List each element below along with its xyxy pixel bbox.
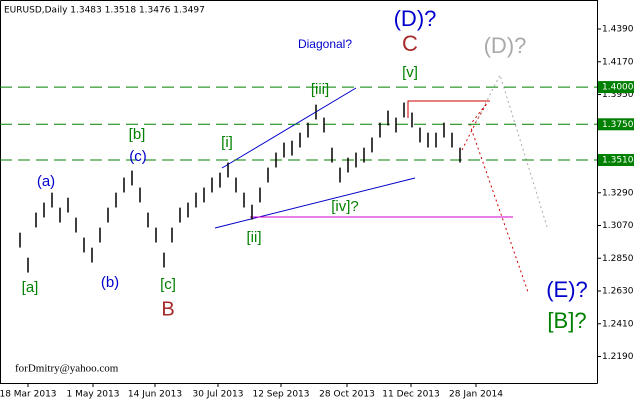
gray-projection: [475, 73, 549, 231]
x-tick-label: 28 Jan 2014: [449, 390, 503, 400]
y-tick-label: 1.2850: [602, 254, 634, 264]
y-tick-label: 1.3070: [602, 221, 634, 231]
x-tick-label: 14 Jun 2013: [128, 390, 182, 400]
wave-label: [i]: [221, 134, 233, 151]
wave-label: (a): [37, 173, 55, 190]
diagonal-upper: [221, 87, 357, 169]
wave-label: (E)?: [546, 277, 588, 302]
wave-label: [c]: [160, 276, 176, 293]
wave-label: (b): [101, 274, 119, 291]
wave-label: [ii]: [247, 229, 262, 246]
x-tick-label: 1 May 2013: [67, 390, 120, 400]
y-tick-label: 1.4390: [602, 25, 634, 35]
level-label-bg: [598, 81, 634, 94]
x-tick-label: 11 Dec 2013: [382, 390, 440, 400]
diagonal-lower: [214, 177, 416, 229]
y-tick-label: 1.3290: [602, 188, 634, 198]
wave-label: (c): [129, 148, 147, 165]
wave-label: Diagonal?: [298, 37, 352, 51]
level-label: 1.3750: [602, 120, 634, 130]
x-tick-label: 30 Jul 2013: [193, 390, 244, 400]
red-projection: [461, 102, 529, 293]
wave-label: C: [402, 31, 418, 56]
level-label-bg: [598, 118, 634, 131]
wave-label: [b]: [129, 126, 146, 143]
wave-label: (D)?: [484, 33, 527, 58]
y-tick-label: 1.4170: [602, 57, 634, 67]
level-label-bg: [598, 154, 634, 167]
chart-title: EURUSD,Daily 1.3483 1.3518 1.3476 1.3497: [4, 6, 205, 16]
y-tick-label: 1.2630: [602, 287, 634, 297]
level-label: 1.3510: [602, 156, 634, 166]
watermark: forDmitry@yahoo.com: [15, 363, 119, 375]
wave-label: (D)?: [394, 6, 437, 31]
wave-label: [iv]?: [331, 198, 359, 215]
wave-label: [iii]: [311, 81, 329, 98]
x-tick-label: 18 Mar 2013: [0, 390, 57, 400]
y-tick-label: 1.2410: [602, 319, 634, 329]
level-label: 1.4000: [602, 83, 634, 93]
wave-label: [v]: [402, 64, 418, 81]
x-tick-label: 12 Sep 2013: [252, 390, 309, 400]
y-tick-label: 1.3950: [602, 90, 634, 100]
wave-label: B: [161, 298, 174, 320]
y-tick-label: 1.2190: [602, 352, 634, 362]
wave-label: [a]: [22, 279, 39, 296]
wave-label: [B]?: [547, 308, 586, 333]
resistance-line: [407, 100, 490, 118]
x-tick-label: 28 Oct 2013: [319, 390, 375, 400]
